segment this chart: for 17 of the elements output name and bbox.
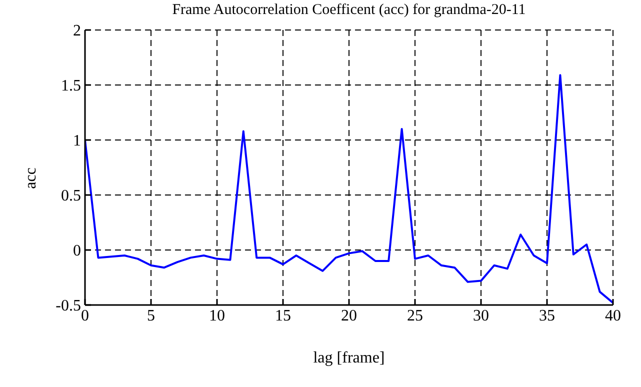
y-tick-label: 0.5 [61,188,81,205]
y-tick-label: -0.5 [56,298,81,315]
y-tick-label: 1 [73,132,81,150]
x-tick-label: 30 [473,307,489,324]
x-tick-label: 35 [539,307,555,324]
x-tick-label: 10 [209,307,225,324]
x-tick-label: 40 [605,307,621,324]
x-tick-label: 15 [275,307,291,324]
y-tick-label: 2 [73,22,81,40]
y-tick-label: 1.5 [61,78,81,95]
y-tick-label: 0 [73,242,81,260]
x-tick-label: 5 [147,307,155,324]
y-axis-title: acc [22,168,40,189]
x-axis-title: lag [frame] [313,349,385,366]
x-tick-label: 20 [341,307,357,324]
x-tick-label: 25 [407,307,423,324]
chart-title: Frame Autocorrelation Coefficent (acc) for grandma-20-11 [171,2,527,19]
